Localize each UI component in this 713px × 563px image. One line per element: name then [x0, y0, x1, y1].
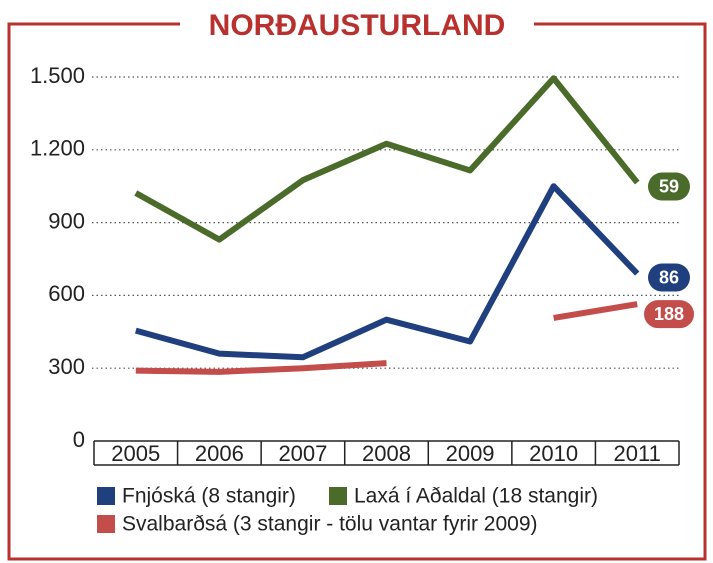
x-tick-label: 2007 — [278, 441, 327, 466]
annotation-text: 59 — [659, 176, 679, 196]
legend-label: Svalbarðsá (3 stangir - tölu vantar fyri… — [122, 513, 538, 536]
chart-title: NORÐAUSTURLAND — [209, 9, 506, 42]
series-line — [135, 301, 638, 375]
annotation-text: 188 — [654, 304, 684, 324]
legend-swatch — [97, 487, 115, 505]
annotation-badge — [648, 263, 690, 292]
x-tick-label: 2011 — [614, 441, 661, 466]
annotation-text: 86 — [659, 267, 679, 287]
legend-swatch — [329, 487, 347, 505]
y-tick-label: 900 — [48, 208, 85, 233]
legend-label: Fnjóská (8 stangir) — [122, 485, 296, 508]
frame — [7, 22, 707, 561]
legend-label: Laxá í Aðaldal (18 stangir) — [354, 485, 598, 508]
x-tick-label: 2005 — [111, 441, 160, 466]
x-tick-label: 2006 — [195, 441, 244, 466]
x-tick-label: 2010 — [529, 441, 578, 466]
y-tick-label: 600 — [48, 281, 85, 306]
series-line — [134, 183, 640, 361]
annotation-badge — [648, 172, 690, 201]
y-tick-label: 1.200 — [30, 136, 85, 161]
series-line — [134, 75, 640, 243]
title-backdrop — [180, 6, 534, 44]
y-tick-label: 0 — [73, 427, 85, 452]
x-tick-label: 2008 — [362, 441, 411, 466]
legend-swatch — [97, 515, 115, 533]
y-tick-label: 1.500 — [30, 63, 85, 88]
y-tick-label: 300 — [48, 354, 85, 379]
annotation-badge — [644, 300, 694, 329]
x-tick-label: 2009 — [446, 441, 495, 466]
